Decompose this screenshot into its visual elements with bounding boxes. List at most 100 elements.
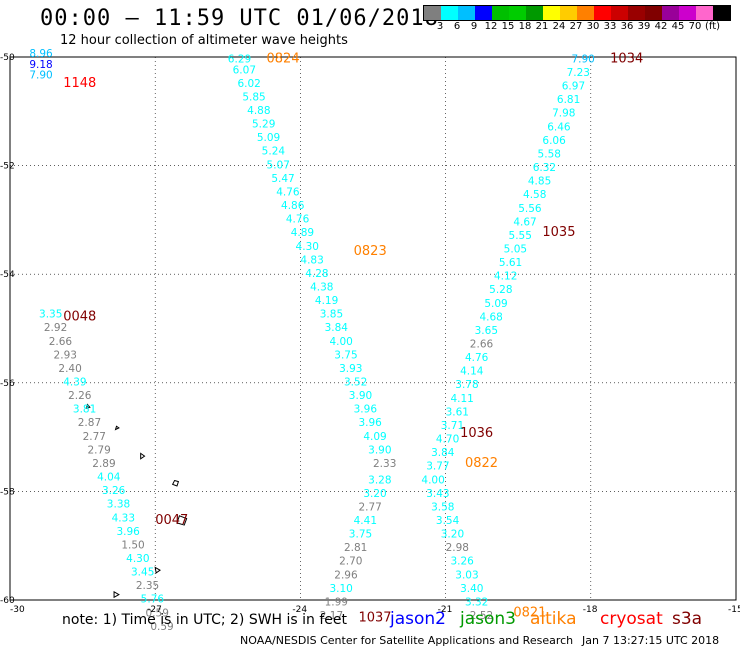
color-swatch	[577, 6, 594, 20]
legend-item-jason2: jason2	[390, 609, 446, 629]
latitude-tick-label: -50	[0, 53, 15, 63]
wave-height-value: 4.38	[310, 281, 333, 293]
wave-height-value: 3.35	[39, 309, 62, 321]
wave-height-value: 2.92	[44, 322, 67, 334]
wave-height-value: 3.45	[131, 567, 154, 579]
wave-height-value: 5.09	[484, 298, 507, 310]
wave-height-value: 4.30	[296, 241, 319, 253]
island-outline	[85, 403, 91, 410]
pass-time-label: 1034	[610, 51, 643, 66]
color-swatch	[628, 6, 645, 20]
wave-height-value: 3.28	[368, 474, 391, 486]
wave-height-value: 5.28	[489, 284, 512, 296]
color-scale-label: 15	[501, 21, 515, 32]
island-outline	[114, 425, 120, 431]
latitude-tick-label: -58	[0, 487, 15, 497]
wave-height-value: 6.02	[237, 78, 260, 90]
wave-height-value: 3.26	[450, 556, 474, 568]
wave-height-value: 4.85	[528, 176, 551, 188]
wave-height-value: 4.28	[305, 268, 328, 280]
wave-height-value: 3.78	[455, 379, 478, 391]
legend-item-s3a: s3a	[672, 609, 703, 629]
axis-tick-labels: -30 -27 -24 -21 -18 -15 -50 -52 -54 -56 -58 -60	[0, 53, 740, 615]
pass-time-label: 0824	[267, 51, 300, 66]
wave-height-value: 3.90	[368, 444, 391, 456]
wave-height-value: 1.50	[121, 539, 144, 551]
wave-height-value: 7.90	[29, 70, 52, 82]
wave-height-value: 0.59	[150, 621, 173, 633]
wave-height-value: 2.52	[470, 610, 493, 622]
color-scale-label: 3	[436, 21, 444, 32]
color-swatch	[441, 6, 458, 20]
wave-height-value: 4.88	[247, 105, 270, 117]
wave-height-value: 3.03	[455, 569, 478, 581]
wave-height-value: 4.70	[436, 434, 459, 446]
wave-height-value: 4.76	[465, 352, 489, 364]
longitude-tick-label: -15	[728, 605, 740, 615]
color-swatch	[594, 6, 611, 20]
wave-height-value: 3.40	[460, 583, 483, 595]
wave-height-value: 4.00	[421, 474, 444, 486]
color-scale-label: 24	[552, 21, 566, 32]
color-scale-labels: 3 6 9 12 15 18 21 24 27 30 33 36 39 42 45 70 (ft)	[423, 21, 740, 35]
color-swatch	[679, 6, 696, 20]
wave-height-value: 6.97	[562, 81, 585, 93]
color-swatch	[424, 6, 441, 20]
wave-height-value: 2.33	[373, 458, 396, 470]
wave-height-value: 4.11	[450, 393, 473, 405]
wave-height-value: 2.89	[92, 458, 115, 470]
wave-height-value: 5.76	[141, 594, 165, 606]
pass-time-label: 1035	[542, 225, 575, 240]
wave-height-value: 3.75	[349, 529, 372, 541]
pass-time-label: 0821	[513, 605, 546, 620]
legend-item-jason3: jason3	[460, 609, 516, 629]
wave-height-value: 2.70	[339, 556, 362, 568]
wave-height-value: 3.20	[441, 529, 464, 541]
wave-height-value: 3.96	[354, 404, 378, 416]
wave-height-value: 5.09	[257, 132, 280, 144]
wave-height-value: 5.58	[538, 148, 561, 160]
wave-height-value: 5.29	[252, 119, 275, 131]
wave-height-value: 2.77	[83, 431, 106, 443]
wave-height-value: 4.76	[276, 186, 300, 198]
wave-height-value: 2.87	[78, 417, 101, 429]
map-grid	[10, 57, 736, 600]
wave-height-value: 3.32	[465, 596, 488, 608]
wave-height-value: 7.23	[567, 67, 590, 79]
legend-item-altika: altika	[530, 609, 577, 629]
island-outline	[176, 515, 188, 526]
wave-height-value: 5.47	[271, 173, 294, 185]
longitude-tick-label: -24	[292, 605, 307, 615]
wave-height-value: 2.77	[358, 501, 381, 513]
latitude-tick-label: -56	[0, 379, 15, 389]
credit-line: NOAA/NESDIS Center for Satellite Applica…	[240, 634, 574, 647]
wave-height-value: 5.55	[509, 230, 532, 242]
color-scale-bar	[423, 5, 731, 21]
color-scale-label: 39	[637, 21, 651, 32]
color-scale-label: 6	[453, 21, 461, 32]
color-swatch	[560, 6, 577, 20]
color-scale-label: 36	[620, 21, 634, 32]
wave-height-value: 4.33	[112, 512, 135, 524]
color-swatch	[662, 6, 679, 20]
wave-height-value: 9.18	[29, 59, 52, 71]
wave-height-value: 3.75	[334, 349, 357, 361]
wave-height-value: 4.12	[494, 271, 517, 283]
wave-height-value: 3.81	[73, 404, 96, 416]
wave-height-value: 5.56	[518, 203, 542, 215]
wave-height-value: 4.67	[513, 216, 536, 228]
wave-height-value: 3.65	[475, 325, 498, 337]
color-swatch	[509, 6, 526, 20]
map-title: 00:00 – 11:59 UTC 01/06/2018	[40, 6, 439, 31]
wave-height-value: 3.58	[431, 501, 454, 513]
wave-height-value: 4.89	[291, 227, 314, 239]
pass-time-label: 0823	[354, 244, 387, 259]
wave-height-value: 2.96	[334, 569, 358, 581]
wave-height-value: 4.09	[363, 431, 386, 443]
map-subtitle: 12 hour collection of altimeter wave hei…	[60, 33, 348, 48]
wave-height-value: 2.26	[68, 390, 92, 402]
color-swatch	[543, 6, 560, 20]
wave-height-value: 7.98	[552, 108, 575, 120]
color-scale-label: 30	[586, 21, 600, 32]
